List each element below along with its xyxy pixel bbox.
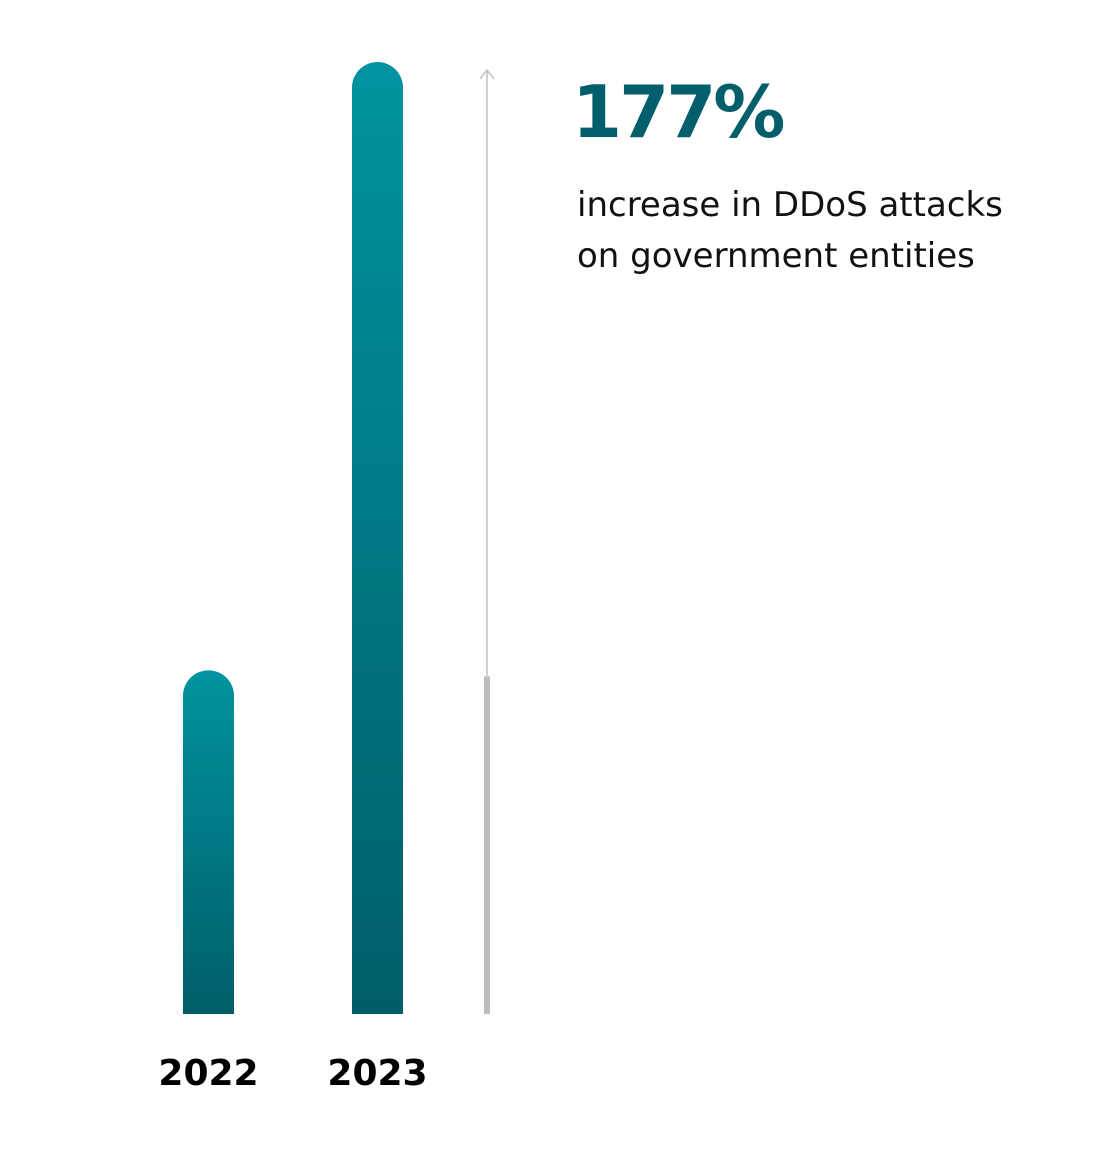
- bar-2023: [352, 62, 403, 1015]
- x-tick-label-2022: 2022: [158, 1053, 258, 1094]
- stat-value: 177%: [572, 70, 785, 154]
- stat-caption-line-1: increase in DDoS attacks: [577, 185, 1003, 225]
- arrow-base-segment: [484, 676, 490, 1014]
- x-tick-labels: 2022 2023: [158, 1053, 427, 1094]
- bar-2022: [183, 670, 234, 1014]
- x-tick-label-2023: 2023: [327, 1053, 427, 1094]
- stat-caption: increase in DDoS attacks on government e…: [577, 180, 1077, 282]
- increase-arrow: [479, 68, 495, 1014]
- stat-caption-line-2: on government entities: [577, 236, 975, 276]
- bars-layer: [183, 62, 403, 1015]
- arrow-head: [479, 68, 495, 80]
